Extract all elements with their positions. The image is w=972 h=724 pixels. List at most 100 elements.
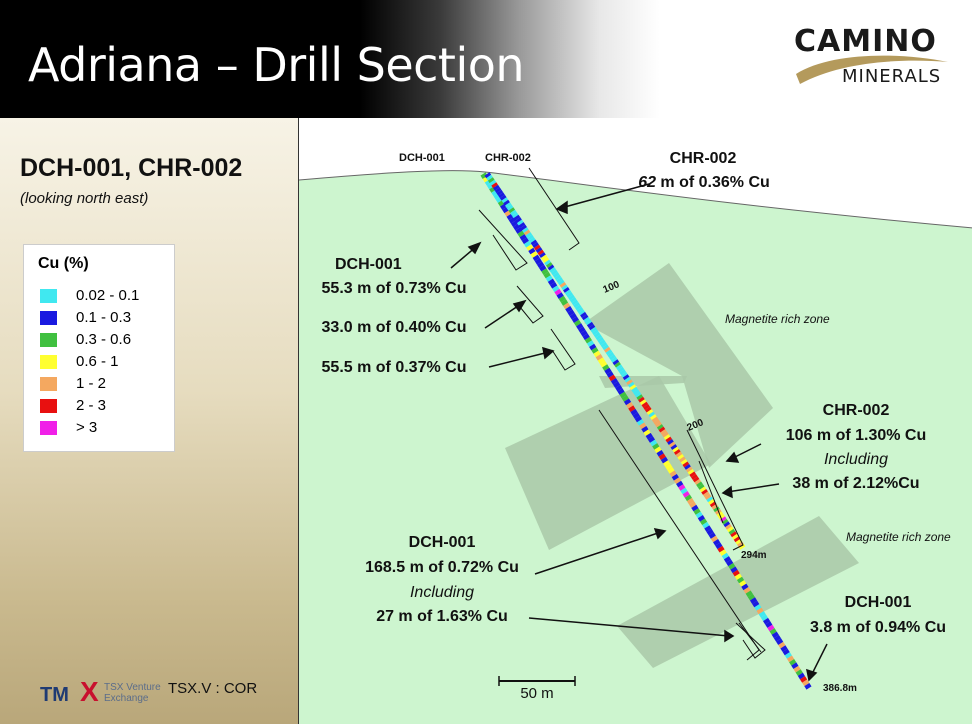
dch-hole-segment [669, 470, 677, 478]
dch-hole-segment [756, 607, 764, 615]
scale-bar-label: 50 m [520, 685, 554, 702]
chr-hole-segment [610, 356, 618, 363]
chr-hole-segment [505, 202, 512, 209]
dch-hole-segment [565, 306, 573, 313]
dch-hole-segment [630, 408, 638, 416]
dch-hole-segment [762, 617, 771, 625]
chr-hole-segment [651, 416, 659, 423]
chr-hole-segment [629, 384, 637, 391]
chr-hole-segment [728, 528, 736, 535]
chr-hole-segment [556, 277, 563, 283]
chr-hole-segment [581, 314, 589, 321]
intercept-dch-main-title: DCH-001 [408, 534, 476, 551]
chr-hole-segment [648, 411, 656, 418]
chr-hole-segment [588, 324, 596, 331]
magnetite-zone-lower [617, 516, 859, 668]
tsx-venture-text: TSX Venture Exchange [104, 682, 161, 704]
chr-hole-segment [513, 214, 521, 221]
dch-hole-segment [658, 453, 666, 461]
dch-hole-segment [771, 631, 779, 639]
dch-hole-segment [736, 576, 745, 584]
chr-hole-segment [696, 481, 703, 488]
dch-hole-segment [728, 563, 736, 570]
drill-section-diagram: DCH-001 CHR-002 100 200 294m 386.8m Magn… [298, 118, 972, 724]
chr-hole-segment [522, 227, 529, 234]
header-bar: Adriana – Drill Section CAMINO MINERALS [0, 0, 972, 118]
dch-hole-segment [784, 652, 792, 659]
dch-hole-segment [610, 377, 619, 385]
chr-hole-segment [737, 541, 744, 548]
intercept-chr-mid-title: CHR-002 [822, 402, 890, 419]
chr-hole-segment [701, 488, 708, 495]
dch-hole-segment [660, 456, 669, 464]
chr-hole-segment [569, 296, 577, 303]
intercept-dch-a-value: 55.3 m of 0.73% Cu [321, 280, 467, 297]
chr-hole-segment [510, 209, 517, 216]
dch-hole-segment [802, 679, 810, 687]
dch-hole-segment [656, 449, 664, 457]
chr-hole-segment [731, 533, 739, 540]
dch-hole-segment [723, 556, 732, 563]
chr-hole-segment [614, 361, 621, 368]
dch-hole-segment [615, 384, 623, 392]
dch-hole-segment [719, 549, 727, 556]
chr-hole-segment [491, 182, 499, 189]
chr-hole-segment [721, 518, 729, 525]
chr-hole-segment [711, 503, 719, 510]
legend-label: 0.02 - 0.1 [76, 287, 140, 304]
dch-hole-segment [641, 425, 649, 433]
dch-hole-segment [510, 220, 519, 228]
legend-label: 1 - 2 [76, 375, 107, 392]
intercept-dch-a-title: DCH-001 [335, 256, 402, 273]
chr-hole-segment [634, 391, 642, 398]
dch-hole-segment [747, 593, 756, 601]
dch-hole-segment [732, 569, 740, 577]
dch-hole-segment [689, 501, 697, 508]
chr-hole-segment [528, 237, 536, 244]
intercept-dch-c-value: 55.5 m of 0.37% Cu [321, 359, 467, 376]
dch-hole-segment [739, 580, 747, 587]
chr-hole-segment [665, 436, 673, 443]
chr-hole-segment [583, 316, 591, 323]
dch-hole-segment [652, 443, 660, 450]
including-text: Including [409, 584, 475, 601]
dch-hole-segment [704, 525, 712, 532]
dch-hole-segment [508, 216, 516, 224]
chr-hole-segment [489, 179, 497, 186]
dch-hole-segment [519, 234, 527, 241]
chr-hole-segment [540, 254, 548, 261]
dch-hole-segment [541, 268, 549, 275]
dch-hole-segment [539, 264, 547, 272]
dch-hole-segment [554, 288, 562, 296]
dch-hole-segment [623, 398, 632, 406]
dch-hole-segment [532, 254, 540, 262]
chr-hole-segment [708, 498, 715, 505]
magnetite-zone-upper [584, 263, 773, 468]
chr-hole-segment [549, 267, 557, 273]
drill-holes [480, 172, 812, 690]
chr-hole-segment [677, 454, 685, 460]
dch-hole-segment [558, 295, 566, 303]
dch-hole-segment [639, 422, 647, 430]
chr-hole-segment [564, 289, 572, 296]
dch-hole-segment [663, 460, 671, 467]
dch-hole-segment [754, 604, 762, 611]
logo-swoosh-icon [796, 55, 948, 84]
chr-hole-segment [494, 187, 502, 194]
dch-hole-segment [799, 676, 808, 683]
dch-hole-segment [682, 491, 690, 498]
dch-hole-segment [563, 302, 571, 310]
chr-hole-segment [574, 304, 582, 311]
chr-hole-segment [685, 466, 693, 473]
chr-hole-segment [713, 506, 720, 513]
chr-hole-segment [684, 464, 691, 470]
intercept-chr-top-rest: m of 0.36% Cu [655, 174, 770, 191]
chr-hole-segment [617, 366, 625, 373]
bracket-dch-c [550, 328, 576, 371]
legend-swatch [40, 289, 57, 303]
logo-camino-text: CAMINO [794, 24, 937, 59]
chr-hole-segment [530, 239, 538, 246]
chr-hole-segment [675, 451, 683, 458]
hole-label-dch: DCH-001 [399, 152, 445, 164]
chr-hole-segment [702, 491, 710, 498]
